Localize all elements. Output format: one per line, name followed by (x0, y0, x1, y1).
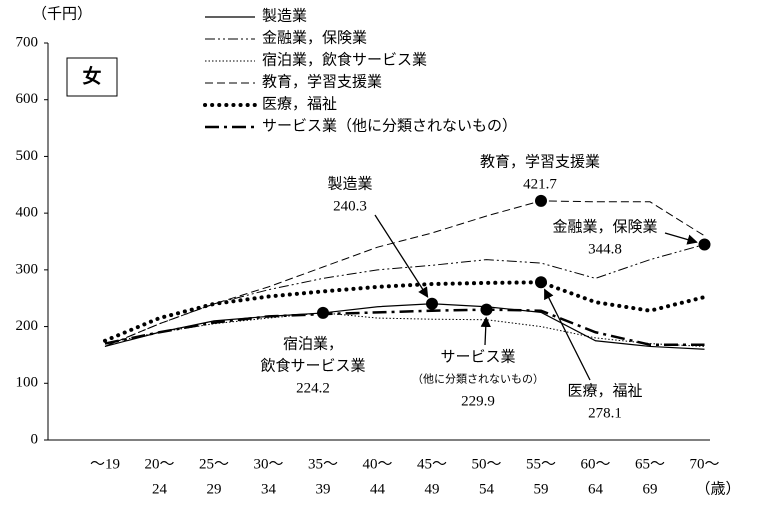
annotation: 教育，学習支援業 (480, 153, 600, 170)
value-label: 421.7 (523, 176, 557, 192)
x-tick-label: 24 (152, 481, 168, 497)
y-tick-label: 600 (16, 91, 39, 107)
x-tick-label: 70〜 (689, 456, 719, 472)
title-box (66, 57, 118, 97)
y-unit: （千円） (32, 5, 92, 22)
legend-label: 金融業，保険業 (262, 29, 367, 46)
legend-label: 宿泊業，飲食サービス業 (262, 51, 427, 68)
y-tick-label: 400 (16, 205, 39, 221)
annotation-arrow (664, 232, 698, 245)
legend-label: 医療，福祉 (262, 95, 337, 112)
highlight-point (480, 303, 493, 316)
x-tick-label: 20〜 (144, 456, 174, 472)
x-tick-label: 29 (207, 481, 222, 497)
y-tick-label: 200 (16, 318, 39, 334)
x-tick-label: 25〜 (199, 456, 229, 472)
x-tick-label: 65〜 (635, 456, 665, 472)
y-tick-label: 0 (31, 431, 39, 447)
series-line (104, 312, 705, 347)
highlight-point (535, 194, 547, 207)
legend-label: サービス業（他に分類されないもの） (262, 117, 517, 134)
value-label: 229.9 (461, 393, 495, 409)
x-unit: （歳） (695, 480, 740, 497)
x-tick-label: 34 (261, 481, 277, 497)
annotation: 宿泊業， (283, 335, 343, 352)
x-tick-label: 39 (316, 481, 331, 497)
x-tick-label: 30〜 (253, 456, 283, 472)
y-tick-label: 100 (16, 375, 39, 391)
legend-label: 教育，学習支援業 (262, 73, 382, 90)
x-tick-label: 〜19 (90, 456, 120, 472)
annotation: 医療，福祉 (567, 382, 642, 399)
series-line (103, 280, 707, 343)
series-line (104, 200, 705, 347)
annotation-arrow (374, 214, 429, 298)
annotation: 製造業 (327, 175, 372, 192)
annotation-arrow (544, 288, 591, 381)
x-tick-label: 50〜 (471, 456, 501, 472)
x-tick-label: 60〜 (580, 456, 610, 472)
x-tick-label: 49 (425, 481, 440, 497)
x-tick-label: 45〜 (417, 456, 447, 472)
value-label: 344.8 (588, 241, 622, 257)
x-tick-label: 44 (370, 481, 386, 497)
highlight-point (698, 238, 711, 251)
annotation: 飲食サービス業 (260, 357, 365, 374)
series-line (104, 303, 705, 350)
highlight-point (426, 297, 438, 310)
x-tick-label: 35〜 (308, 456, 338, 472)
legend-label: 製造業 (262, 7, 307, 24)
x-tick-label: 59 (534, 481, 549, 497)
annotation: （他に分類されないもの） (412, 373, 544, 386)
highlight-point (535, 276, 547, 289)
x-tick-label: 55〜 (526, 456, 556, 472)
value-label: 240.3 (333, 198, 367, 214)
annotation-arrow (480, 316, 491, 346)
y-tick-label: 700 (16, 34, 39, 50)
x-tick-label: 69 (643, 481, 658, 497)
series-line (104, 243, 705, 347)
y-tick-label: 300 (16, 261, 39, 277)
x-tick-label: 54 (479, 481, 495, 497)
value-label: 224.2 (296, 380, 330, 396)
x-tick-label: 40〜 (362, 456, 392, 472)
value-label: 278.1 (588, 405, 622, 421)
annotation: サービス業 (440, 348, 515, 365)
annotation: 金融業，保険業 (552, 218, 657, 235)
x-tick-label: 64 (588, 481, 604, 497)
chart-title: 女 (82, 64, 101, 87)
series-line (104, 308, 705, 346)
y-tick-label: 500 (16, 148, 39, 164)
